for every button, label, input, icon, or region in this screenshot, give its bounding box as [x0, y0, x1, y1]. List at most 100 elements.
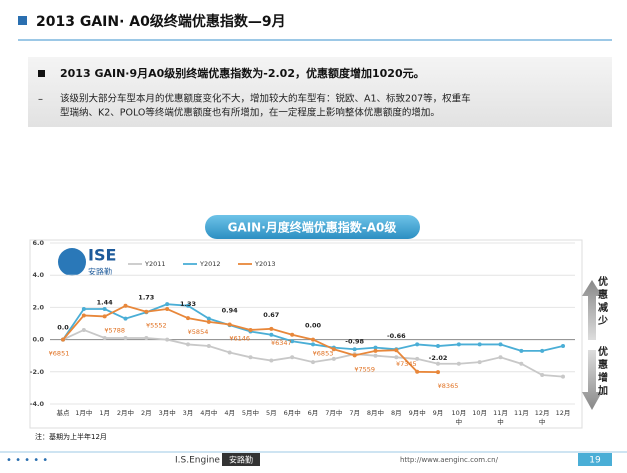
- point: [498, 342, 503, 347]
- amount-label: ¥6146: [229, 334, 250, 342]
- point: [477, 342, 482, 347]
- y-tick-label: 0.0: [32, 336, 44, 344]
- point: [186, 342, 190, 347]
- x-tick-label: 3月: [183, 409, 194, 417]
- side-label: 优惠增加: [597, 345, 608, 397]
- point: [561, 344, 565, 349]
- point: [123, 335, 128, 340]
- x-tick-label: 12月中: [535, 409, 550, 426]
- point: [81, 327, 86, 332]
- data-label: 1.44: [97, 298, 114, 306]
- point: [165, 337, 170, 342]
- data-label: 1.73: [138, 294, 154, 302]
- y-tick-label: 2.0: [32, 303, 44, 311]
- point: [144, 309, 149, 314]
- amount-label: ¥5854: [188, 328, 209, 336]
- x-tick-label: 11月中: [493, 409, 508, 426]
- point: [248, 355, 253, 360]
- point: [373, 348, 378, 353]
- point: [269, 358, 274, 363]
- amount-label: ¥7559: [354, 365, 375, 373]
- x-tick-label: 11月: [514, 409, 529, 417]
- x-tick-label: 基点: [57, 408, 71, 417]
- point: [394, 355, 399, 360]
- point: [206, 316, 211, 321]
- down-arrow: [582, 350, 602, 410]
- data-label: -0.66: [387, 332, 406, 340]
- point: [165, 302, 170, 307]
- dash: –: [38, 94, 43, 105]
- amount-label: ¥6347: [271, 339, 292, 347]
- x-tick-label: 4月中: [200, 408, 217, 417]
- point: [373, 353, 378, 358]
- data-label: 0.94: [222, 306, 239, 314]
- y-tick-label: -2.0: [30, 368, 45, 376]
- summary-box: [28, 57, 612, 127]
- page-badge: [578, 453, 612, 466]
- point: [61, 337, 65, 342]
- data-label: 0.0: [57, 324, 69, 332]
- point: [81, 313, 86, 318]
- point: [290, 339, 295, 344]
- summary-detail: 该级别大部分车型本月的优惠额度变化不大，增加较大的车型有：锐欧、A1、标致207…: [60, 93, 471, 105]
- footer-badge: [222, 453, 260, 466]
- x-tick-label: 8月中: [367, 408, 384, 417]
- point: [498, 355, 503, 360]
- point: [311, 360, 315, 365]
- point: [331, 356, 336, 361]
- bullet: [38, 70, 45, 77]
- up-arrow: [582, 280, 602, 340]
- footer-brand: I.S.Engine: [175, 456, 220, 466]
- x-tick-label: 6月: [308, 409, 319, 417]
- x-tick-label: 7月中: [325, 408, 342, 417]
- x-tick-label: 1月中: [75, 408, 92, 417]
- point: [144, 335, 149, 340]
- point: [436, 361, 440, 366]
- summary-bullet: 2013 GAIN·9月A0级别终端优惠指数为-2.02，优惠额度增加1020元…: [60, 66, 425, 80]
- point: [561, 374, 565, 379]
- x-tick-label: 2月中: [117, 408, 134, 417]
- logo-subname: 安路勤: [88, 267, 112, 277]
- legend-label: Y2013: [254, 260, 276, 268]
- point: [519, 348, 524, 353]
- point: [311, 342, 315, 347]
- point: [456, 361, 461, 366]
- x-tick-label: 10月中: [451, 409, 466, 426]
- point: [206, 319, 211, 324]
- point: [331, 347, 336, 352]
- point: [540, 373, 545, 378]
- point: [373, 345, 378, 350]
- y-tick-label: -4.0: [30, 400, 45, 408]
- data-label: 0.00: [305, 322, 322, 330]
- slide-title: 2013 GAIN· A0级终端优惠指数—9月: [36, 13, 286, 30]
- point: [227, 322, 232, 327]
- point: [394, 348, 399, 353]
- point: [290, 332, 295, 337]
- y-tick-label: 6.0: [32, 239, 44, 247]
- point: [519, 361, 524, 366]
- page-number: 19: [589, 456, 601, 466]
- x-tick-label: 9月: [433, 409, 444, 417]
- legend-label: Y2012: [199, 260, 221, 268]
- amount-label: ¥8365: [438, 382, 459, 390]
- amount-label: ¥6851: [49, 350, 70, 358]
- point: [436, 370, 440, 375]
- point: [123, 303, 128, 308]
- amount-label: ¥5552: [146, 322, 167, 330]
- x-tick-label: 5月中: [242, 408, 259, 417]
- x-tick-label: 1月: [99, 409, 110, 417]
- point: [311, 337, 315, 342]
- x-tick-label: 8月: [391, 409, 402, 417]
- chart-frame: [29, 239, 583, 429]
- point: [186, 316, 190, 321]
- amount-label: ¥6853: [313, 350, 334, 358]
- point: [227, 350, 232, 355]
- x-tick-label: 12月: [556, 409, 571, 417]
- footer-url: http://www.aenginc.com.cn/: [400, 456, 499, 464]
- x-tick-label: 10月: [472, 409, 487, 417]
- data-label: -0.98: [345, 337, 364, 345]
- x-tick-label: 6月中: [284, 408, 301, 417]
- point: [102, 335, 107, 340]
- title-marker: [18, 16, 27, 25]
